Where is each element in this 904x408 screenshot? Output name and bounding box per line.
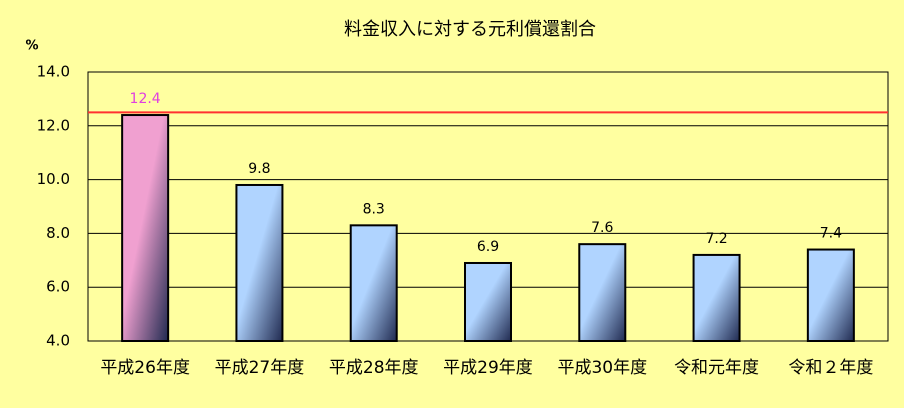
value-label: 8.3 [363,201,385,217]
bar [464,261,512,342]
bar [806,248,855,342]
bar [692,253,741,342]
y-tick-label: 4.0 [46,332,70,350]
bar [121,114,170,343]
bar [578,243,627,342]
y-unit: % [25,39,38,54]
x-tick-label: 平成28年度 [329,358,419,378]
value-label: 6.9 [477,239,499,255]
x-tick-label: 平成29年度 [443,358,533,378]
bar [235,183,284,342]
x-tick-label: 令和２年度 [788,358,873,378]
value-label: 9.8 [248,161,270,177]
x-tick-label: 令和元年度 [674,358,759,378]
value-label: 7.6 [591,220,613,236]
y-tick-label: 12.0 [37,116,70,134]
x-tick-label: 平成26年度 [100,358,190,378]
y-tick-label: 14.0 [37,63,70,81]
y-tick-label: 10.0 [37,170,70,188]
chart-title: 料金収入に対する元利償還割合 [344,19,596,40]
y-tick-label: 6.0 [46,278,70,296]
value-label: 12.4 [130,91,161,107]
value-label: 7.4 [820,226,842,242]
y-tick-label: 8.0 [46,224,70,242]
x-tick-label: 平成27年度 [215,358,305,378]
x-tick-label: 平成30年度 [557,358,647,378]
bar [349,224,398,342]
value-label: 7.2 [705,231,727,247]
